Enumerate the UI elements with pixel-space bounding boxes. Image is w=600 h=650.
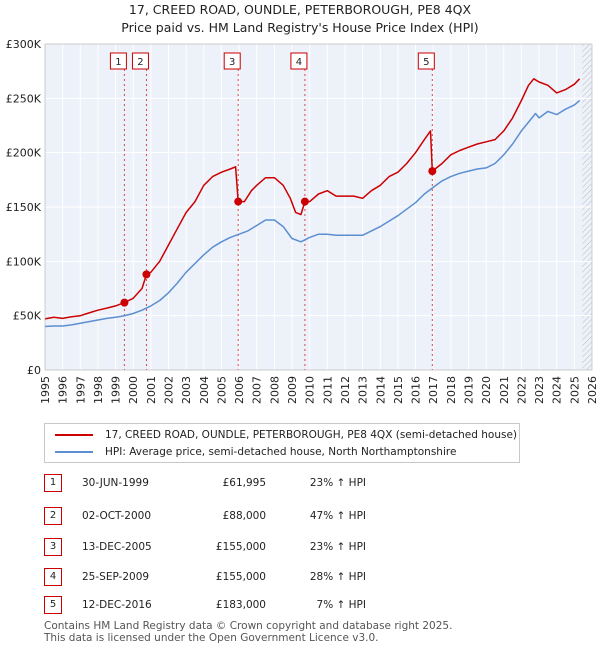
sale-hpi-diff: 23% ↑ HPI bbox=[309, 541, 366, 553]
sale-row: 2 02-OCT-2000 £88,000 47% ↑ HPI bbox=[44, 507, 464, 525]
sale-date: 12-DEC-2016 bbox=[82, 599, 152, 611]
sale-number-badge bbox=[290, 52, 308, 70]
x-tick-label: 2002 bbox=[163, 376, 176, 404]
sale-price: £61,995 bbox=[222, 477, 266, 489]
x-tick-label: 2013 bbox=[357, 376, 370, 404]
sale-price: £88,000 bbox=[222, 510, 266, 522]
sale-marker-badge: 1 bbox=[44, 474, 62, 492]
x-tick-label: 2011 bbox=[321, 376, 334, 404]
legend-swatch-hpi bbox=[55, 451, 93, 453]
chart-title: 17, CREED ROAD, OUNDLE, PETERBOROUGH, PE… bbox=[128, 2, 472, 17]
sale-price: £155,000 bbox=[215, 571, 266, 583]
y-tick-label: £250K bbox=[6, 92, 42, 105]
x-tick-label: 2020 bbox=[480, 376, 493, 404]
sale-date: 30-JUN-1999 bbox=[82, 477, 149, 489]
legend-item-price: 17, CREED ROAD, OUNDLE, PETERBOROUGH, PE… bbox=[55, 427, 517, 443]
legend-swatch-price bbox=[55, 434, 93, 436]
sale-number-label: 1 bbox=[115, 57, 121, 68]
sale-hpi-diff: 7% ↑ HPI bbox=[316, 599, 366, 611]
x-tick-label: 2006 bbox=[233, 376, 246, 404]
sale-number-label: 4 bbox=[296, 57, 302, 68]
x-tick-label: 2000 bbox=[127, 376, 140, 404]
footer-copyright: Contains HM Land Registry data © Crown c… bbox=[44, 620, 453, 632]
y-tick-label: £150K bbox=[6, 201, 42, 214]
x-tick-label: 2026 bbox=[586, 376, 599, 404]
x-tick-label: 2025 bbox=[568, 376, 581, 404]
sale-number-label: 2 bbox=[137, 57, 143, 68]
sale-marker-badge: 5 bbox=[44, 596, 62, 614]
x-tick-label: 2023 bbox=[533, 376, 546, 404]
hpi-line bbox=[44, 99, 581, 328]
sale-number-label: 3 bbox=[229, 57, 235, 68]
x-tick-label: 1996 bbox=[57, 376, 70, 404]
x-tick-label: 2014 bbox=[374, 376, 387, 404]
y-tick-label: £100K bbox=[6, 255, 42, 268]
chart-subtitle: Price paid vs. HM Land Registry's House … bbox=[121, 20, 479, 35]
sale-number-badge bbox=[417, 52, 435, 70]
y-tick-label: £300K bbox=[6, 38, 42, 51]
sale-number-label: 5 bbox=[423, 57, 429, 68]
x-tick-label: 1997 bbox=[74, 376, 87, 404]
sale-point bbox=[300, 197, 309, 206]
x-tick-label: 2021 bbox=[498, 376, 511, 404]
sale-date: 25-SEP-2009 bbox=[82, 571, 150, 583]
sale-number-badge bbox=[223, 52, 241, 70]
footer-attribution: Contains HM Land Registry data © Crown c… bbox=[44, 620, 452, 644]
sale-number-badge bbox=[109, 52, 127, 70]
sale-point bbox=[120, 298, 129, 307]
y-tick-label: £200K bbox=[6, 147, 42, 160]
x-tick-label: 2024 bbox=[551, 376, 564, 404]
sale-hpi-diff: 23% ↑ HPI bbox=[309, 477, 366, 489]
x-tick-label: 2017 bbox=[427, 376, 440, 404]
legend-label-hpi: HPI: Average price, semi-detached house,… bbox=[105, 446, 457, 458]
sale-point bbox=[142, 270, 151, 279]
x-tick-label: 2012 bbox=[339, 376, 352, 404]
sale-hpi-diff: 28% ↑ HPI bbox=[309, 571, 366, 583]
legend-label-price: 17, CREED ROAD, OUNDLE, PETERBOROUGH, PE… bbox=[105, 429, 518, 441]
x-tick-label: 2003 bbox=[180, 376, 193, 404]
x-tick-label: 2019 bbox=[462, 376, 475, 404]
x-tick-label: 2015 bbox=[392, 376, 405, 404]
y-tick-label: £0 bbox=[27, 364, 41, 377]
price-chart: £0 £50K £100K £150K £200K £250K £300K 1995 1996 1… bbox=[6, 38, 599, 404]
legend: 17, CREED ROAD, OUNDLE, PETERBOROUGH, PE… bbox=[44, 423, 520, 463]
sale-hpi-diff: 47% ↑ HPI bbox=[309, 510, 366, 522]
sale-marker-badge: 4 bbox=[44, 568, 62, 586]
x-tick-label: 2022 bbox=[515, 376, 528, 404]
sale-point bbox=[234, 197, 243, 206]
x-tick-label: 2008 bbox=[268, 376, 281, 404]
x-tick-label: 1995 bbox=[39, 376, 52, 404]
y-tick-label: £50K bbox=[13, 310, 42, 323]
sale-price: £155,000 bbox=[215, 541, 266, 553]
legend-item-hpi: HPI: Average price, semi-detached house,… bbox=[55, 444, 456, 460]
plot-frame bbox=[44, 43, 593, 371]
x-tick-label: 2007 bbox=[251, 376, 264, 404]
sale-price: £183,000 bbox=[215, 599, 266, 611]
x-tick-label: 2005 bbox=[215, 376, 228, 404]
sale-row: 5 12-DEC-2016 £183,000 7% ↑ HPI bbox=[44, 596, 464, 614]
x-tick-label: 1999 bbox=[110, 376, 123, 404]
x-tick-label: 2018 bbox=[445, 376, 458, 404]
sale-marker-badge: 2 bbox=[44, 507, 62, 525]
sale-point bbox=[428, 167, 437, 176]
sale-date: 02-OCT-2000 bbox=[82, 510, 151, 522]
sale-row: 1 30-JUN-1999 £61,995 23% ↑ HPI bbox=[44, 474, 464, 492]
x-tick-label: 1998 bbox=[92, 376, 105, 404]
sale-marker-badge: 3 bbox=[44, 538, 62, 556]
x-tick-label: 2004 bbox=[198, 376, 211, 404]
x-tick-label: 2016 bbox=[410, 376, 423, 404]
footer-licence: This data is licensed under the Open Gov… bbox=[44, 632, 379, 644]
x-tick-label: 2010 bbox=[304, 376, 317, 404]
sale-row: 3 13-DEC-2005 £155,000 23% ↑ HPI bbox=[44, 538, 464, 556]
sale-date: 13-DEC-2005 bbox=[82, 541, 152, 553]
x-tick-label: 2001 bbox=[145, 376, 158, 404]
sale-row: 4 25-SEP-2009 £155,000 28% ↑ HPI bbox=[44, 568, 464, 586]
sale-number-badge bbox=[131, 52, 149, 70]
x-tick-label: 2009 bbox=[286, 376, 299, 404]
